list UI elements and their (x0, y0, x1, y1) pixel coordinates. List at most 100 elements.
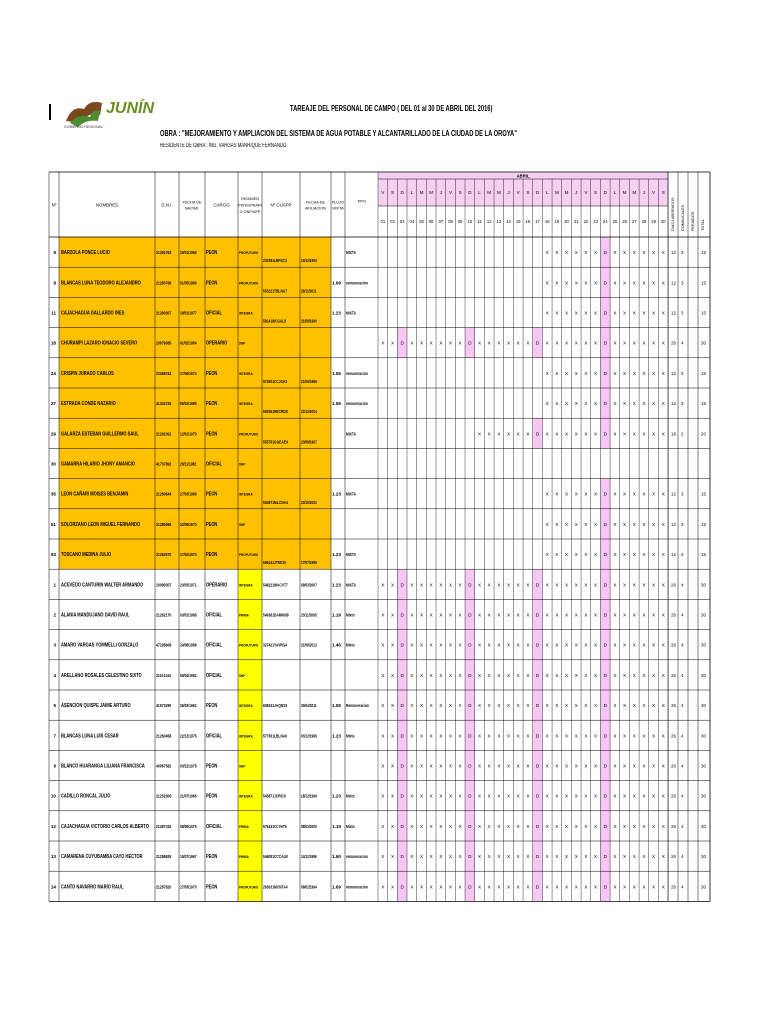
attendance-mark: X (642, 703, 645, 708)
cargo-highlight (238, 569, 262, 600)
regime-cell: INTEGRA (239, 311, 253, 315)
worker-name: CHURAMPI LAZARO IGNACIO SEVERO (61, 340, 138, 346)
attendance-mark: X (439, 794, 442, 799)
sunday-cell (465, 871, 475, 902)
attendance-mark: X (575, 522, 578, 527)
attendance-mark: X (613, 401, 616, 406)
attendance-mark: X (391, 764, 394, 769)
attendance-mark: X (478, 582, 481, 587)
attendance-mark: D (468, 794, 472, 799)
regime-cell: INTEGRA (239, 402, 253, 406)
attendance-mark: X (575, 250, 578, 255)
affiliation-date-cell: 08/02/2000 (301, 824, 317, 829)
attendance-mark: X (410, 764, 413, 769)
attendance-mark: X (633, 311, 636, 316)
regime-cell: PROFUTURO (239, 885, 259, 889)
dni-cell: 21287820 (156, 884, 172, 890)
weekday-label: J (643, 190, 645, 195)
attendance-mark: X (478, 824, 481, 829)
attendance-mark: X (642, 371, 645, 376)
attendance-mark: X (420, 824, 423, 829)
attendance-mark: X (613, 311, 616, 316)
summary-cell: 15 (701, 250, 706, 255)
attendance-mark: X (459, 673, 462, 678)
attendance-mark: X (391, 794, 394, 799)
sunday-cell (600, 327, 611, 358)
sunday-cell (600, 569, 611, 600)
attendance-mark: X (642, 764, 645, 769)
attendance-mark: X (584, 794, 587, 799)
attendance-mark: D (536, 824, 540, 829)
weekday-label: J (507, 190, 509, 195)
attendance-mark: D (401, 794, 405, 799)
attendance-mark: X (517, 613, 520, 618)
attendance-mark: X (430, 703, 433, 708)
attendance-mark: X (497, 884, 500, 889)
attendance-mark: D (401, 643, 405, 648)
worker-name: LEON CAÑARI MOISES BENJAMIN (61, 490, 129, 497)
header-regime-line: PENSIONARI (238, 204, 261, 208)
row-highlight (59, 448, 238, 479)
attendance-mark: D (401, 341, 405, 346)
table-row: 14 CANTO NAVARRO MARIO RAUL 21287820 27/03/… (51, 871, 706, 902)
attendance-mark: X (381, 794, 384, 799)
dni-cell: 21260458 (156, 733, 172, 739)
weekday-label: V (381, 190, 385, 195)
sunday-cell (397, 720, 408, 751)
summary-cell: 15 (701, 522, 706, 527)
cargo-cell: OFICIAL (206, 461, 222, 467)
attendance-mark: X (662, 673, 665, 678)
row-number: 10 (51, 794, 57, 799)
attendance-mark: D (468, 341, 472, 346)
row-number: 35 (51, 492, 57, 497)
flujo-cell: 1.23 (332, 794, 341, 799)
attendance-mark: X (555, 371, 558, 376)
birth-date-cell: 22/09/1970 (180, 521, 197, 527)
attendance-mark: X (410, 733, 413, 738)
attendance-mark: X (478, 764, 481, 769)
summary-cell: 4 (681, 824, 684, 829)
attendance-mark: X (584, 824, 587, 829)
attendance-mark: X (623, 250, 626, 255)
header-flujo: FLUJO MIXTA (332, 200, 344, 210)
tipo-cell: remuneracion (346, 401, 368, 407)
sunday-cell (532, 871, 543, 902)
attendance-mark: X (662, 492, 665, 497)
attendance-mark: X (526, 582, 529, 587)
attendance-mark: X (478, 431, 481, 436)
attendance-mark: D (604, 764, 608, 769)
birth-date-cell: 03/01/1968 (180, 612, 197, 618)
summary-cell: 12 (671, 401, 676, 406)
weekday-label: S (391, 190, 394, 195)
table-row: 29 GALARZA ESTEBAN GUILLERMO SAUL 21261002… (51, 418, 706, 449)
table-row: 51 SOLORZANO LEON MIGUEL FERNANDO 21280066… (51, 508, 706, 539)
attendance-mark: X (613, 431, 616, 436)
attendance-mark: X (633, 371, 636, 376)
attendance-mark: X (420, 854, 423, 859)
attendance-mark: X (613, 643, 616, 648)
attendance-mark: X (391, 824, 394, 829)
attendance-mark: X (565, 431, 568, 436)
weekday-label: L (411, 190, 414, 195)
month-label: ABRIL (517, 174, 530, 179)
birth-date-cell: 15/07/1967 (180, 854, 197, 860)
sunday-cell (600, 478, 611, 509)
summary-cell: 4 (681, 673, 684, 678)
attendance-mark: D (468, 824, 472, 829)
attendance-mark: D (536, 673, 540, 678)
attendance-mark: X (662, 733, 665, 738)
attendance-mark: X (439, 582, 442, 587)
attendance-mark: X (652, 582, 655, 587)
attendance-mark: X (449, 643, 452, 648)
birth-date-cell: 26/03/1962 (180, 703, 197, 709)
summary-cell: 12 (671, 552, 676, 557)
day-number: 04 (410, 219, 415, 224)
birth-date-cell: 23/03/1971 (180, 582, 197, 588)
attendance-mark: X (497, 582, 500, 587)
row-highlight (59, 267, 238, 298)
summary-cell: 26 (671, 854, 676, 859)
tipo-cell: remuneracion (346, 280, 368, 286)
attendance-mark: X (662, 431, 665, 436)
attendance-mark: X (633, 673, 636, 678)
row-number: 24 (51, 371, 57, 376)
